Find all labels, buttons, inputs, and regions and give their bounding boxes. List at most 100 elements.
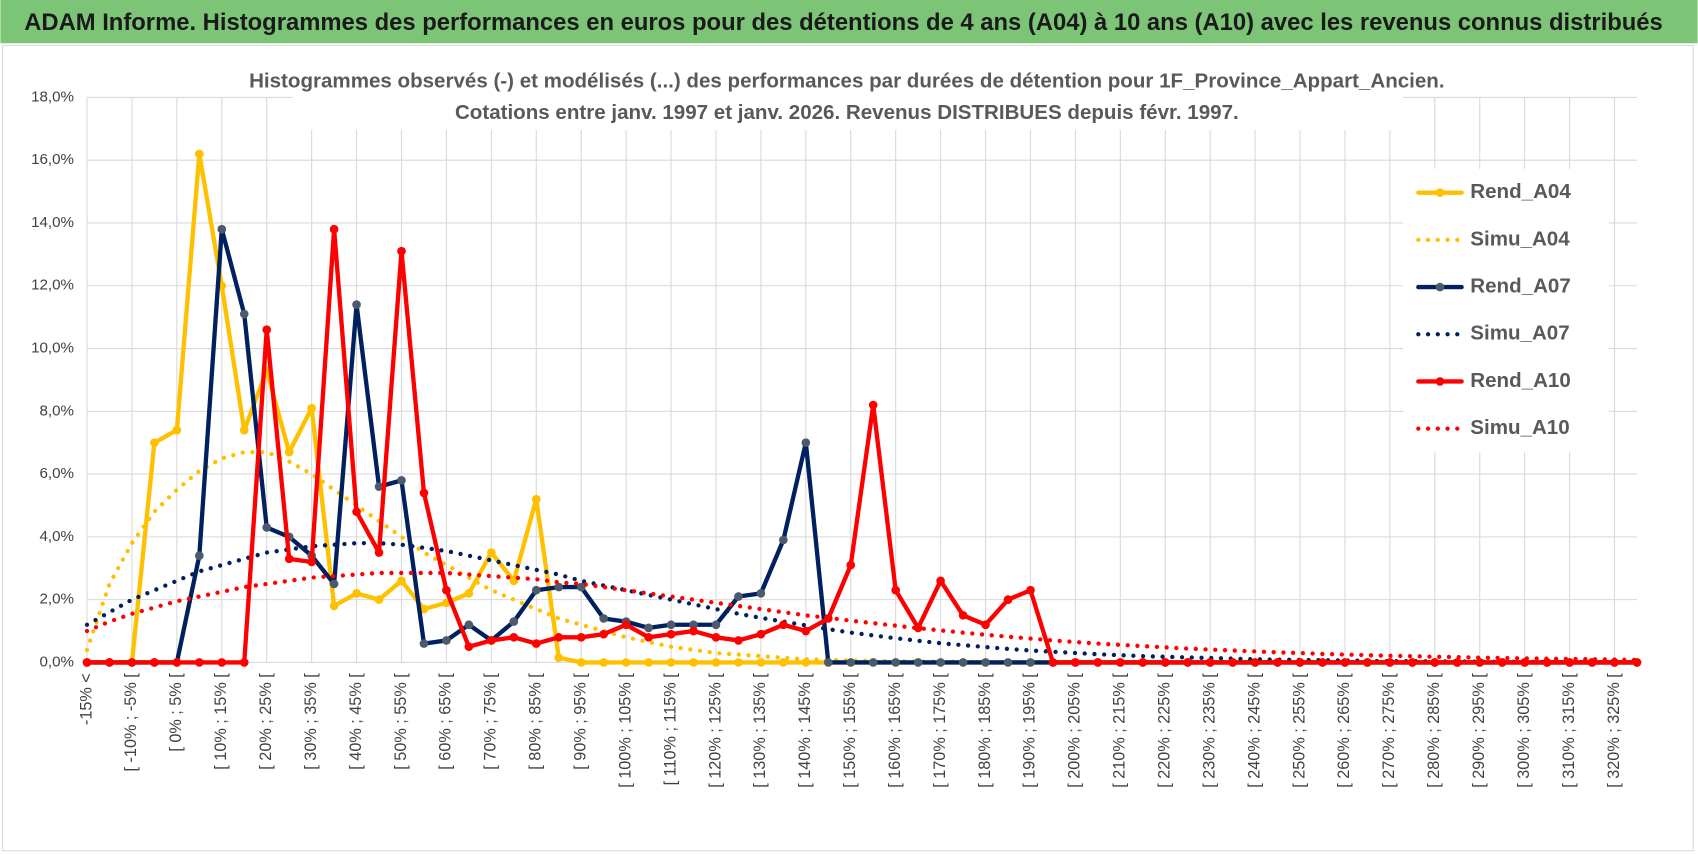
point [397, 576, 406, 586]
point [891, 585, 901, 595]
point [1228, 658, 1237, 667]
y-tick-label: 6,0% [39, 465, 74, 482]
point [936, 576, 945, 586]
y-tick-label: 18,0% [31, 88, 74, 105]
x-tick-label: [ 190% ; 195% [ [1021, 673, 1039, 788]
point [554, 653, 564, 663]
point [262, 325, 272, 335]
x-tick-label: [ 200% ; 205% [ [1066, 673, 1084, 788]
point [689, 658, 698, 667]
point [531, 585, 541, 595]
point [329, 579, 339, 589]
x-tick-label: [ 40% ; 45% [ [347, 673, 365, 770]
point [1273, 658, 1282, 667]
x-tick-label: [ 160% ; 165% [ [886, 673, 904, 788]
point [599, 658, 608, 667]
point [239, 309, 249, 319]
point [1003, 595, 1013, 604]
point [779, 620, 788, 630]
point [397, 476, 406, 485]
point [1318, 658, 1327, 667]
y-tick-label: 8,0% [39, 402, 74, 419]
x-tick-label: [ 130% ; 135% [ [751, 673, 769, 788]
header-title: ADAM Informe. Histogrammes des performan… [24, 9, 1663, 36]
point [554, 632, 564, 642]
point [1250, 658, 1260, 667]
x-tick-label: [ 270% ; 275% [ [1380, 673, 1398, 788]
point [329, 601, 339, 611]
point [307, 403, 316, 413]
x-tick-label: [ 0% ; 5% [ [167, 673, 185, 752]
point [1093, 658, 1103, 667]
header-bar [0, 0, 1698, 44]
x-tick-label: [ 30% ; 35% [ [302, 673, 320, 770]
point [509, 632, 519, 642]
point [644, 632, 653, 642]
legend-label: Simu_A04 [1470, 227, 1570, 250]
point [1205, 658, 1215, 667]
point [599, 614, 608, 623]
observed-line [84, 227, 1640, 665]
point [1003, 658, 1013, 667]
x-tick-label: [ 150% ; 155% [ [841, 673, 859, 788]
x-tick-label: [ 230% ; 235% [ [1200, 673, 1218, 788]
point [868, 400, 878, 410]
y-tick-label: 12,0% [31, 277, 74, 294]
title-backdrop [292, 67, 1404, 130]
point [464, 642, 474, 652]
point [644, 623, 653, 633]
point [1138, 658, 1148, 667]
y-tick-label: 2,0% [39, 591, 74, 608]
point [1026, 585, 1035, 595]
point [262, 523, 272, 532]
point [509, 617, 519, 626]
point [621, 620, 631, 630]
point [329, 224, 339, 234]
point [734, 636, 743, 645]
point [284, 554, 294, 564]
x-tick-label: [ 180% ; 185% [ [976, 673, 994, 788]
point [217, 658, 227, 667]
point [936, 658, 945, 667]
legend-label: Rend_A07 [1470, 274, 1571, 297]
chart-title: Histogrammes observés (-) et modélisés (… [249, 70, 1444, 93]
point [779, 658, 788, 667]
point [172, 425, 182, 435]
y-tick-label: 4,0% [39, 528, 74, 545]
point [419, 488, 429, 498]
point [1026, 658, 1035, 667]
point [621, 658, 631, 667]
point [801, 438, 811, 448]
point [172, 658, 182, 667]
point [958, 611, 968, 620]
point [734, 592, 743, 601]
point [711, 658, 721, 667]
legend-label: Simu_A07 [1470, 322, 1569, 345]
point [352, 300, 361, 309]
x-tick-label: [ 110% ; 115% [ [661, 673, 679, 786]
point [531, 494, 541, 504]
point [105, 658, 114, 667]
model-line [84, 570, 1640, 663]
legend-marker [1435, 188, 1445, 197]
point [239, 658, 249, 667]
point [194, 149, 204, 159]
point [1385, 658, 1395, 667]
x-tick-label: [ 140% ; 145% [ [796, 673, 814, 788]
point [1363, 658, 1372, 667]
point [689, 620, 698, 630]
y-tick-label: 0,0% [39, 653, 74, 670]
point [374, 595, 384, 604]
legend-label: Simu_A10 [1470, 416, 1569, 439]
point [554, 582, 564, 592]
point [352, 589, 361, 598]
point [666, 629, 676, 639]
point [150, 658, 159, 667]
x-tick-label: [ 320% ; 325% [ [1605, 673, 1623, 788]
point [487, 636, 496, 645]
point [239, 425, 249, 435]
y-tick-label: 10,0% [31, 340, 74, 357]
point [531, 639, 541, 648]
point [217, 224, 227, 234]
point [442, 636, 451, 645]
